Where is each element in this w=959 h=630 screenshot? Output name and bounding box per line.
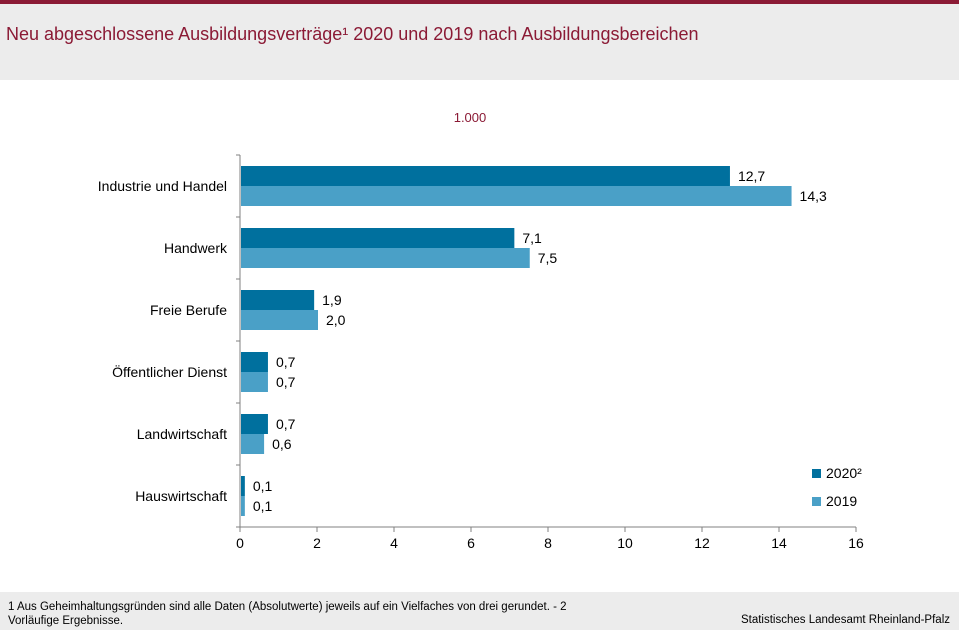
data-label: 0,7	[276, 354, 296, 370]
bar-2019	[241, 434, 265, 454]
source-note: Statistisches Landesamt Rheinland-Pfalz	[740, 614, 950, 626]
data-label: 1,9	[322, 292, 342, 308]
x-tick-label: 16	[848, 535, 864, 551]
data-label: 0,1	[253, 498, 273, 514]
legend-swatch	[812, 497, 821, 506]
bar-2020	[241, 228, 515, 248]
bar-2019	[241, 186, 792, 206]
data-label: 7,5	[538, 250, 558, 266]
x-tick-label: 6	[467, 535, 475, 551]
x-tick-label: 8	[544, 535, 552, 551]
top-rule	[0, 0, 959, 4]
footnote: 1 Aus Geheimhaltungsgründen sind alle Da…	[8, 601, 567, 627]
bar-2020	[241, 166, 730, 186]
chart-panel	[0, 80, 959, 592]
x-tick-label: 4	[390, 535, 398, 551]
category-label: Handwerk	[164, 240, 228, 256]
category-label: Industrie und Handel	[98, 178, 227, 194]
bar-2020	[241, 290, 315, 310]
x-tick-label: 14	[771, 535, 787, 551]
chart-title: Neu abgeschlossene Ausbildungsverträge¹ …	[6, 24, 699, 44]
category-label: Landwirtschaft	[137, 426, 227, 442]
data-label: 2,0	[326, 312, 346, 328]
x-tick-label: 10	[617, 535, 633, 551]
legend-label: 2020²	[826, 465, 862, 481]
x-tick-label: 12	[694, 535, 710, 551]
footer-band	[0, 592, 959, 630]
data-label: 7,1	[522, 230, 542, 246]
legend-label: 2019	[826, 493, 857, 509]
bar-2019	[241, 310, 318, 330]
category-label: Hauswirtschaft	[135, 488, 227, 504]
data-label: 0,7	[276, 416, 296, 432]
x-tick-label: 0	[236, 535, 244, 551]
bar-2019	[241, 496, 245, 516]
unit-label: 1.000	[453, 110, 487, 125]
category-label: Freie Berufe	[150, 302, 227, 318]
bar-2020	[241, 414, 268, 434]
bar-chart: 0 2 4 6 8 10 12 14 16 Industrie und Handel 12,7 14,…	[98, 154, 864, 551]
data-label: 12,7	[738, 168, 765, 184]
data-label: 0,1	[253, 478, 273, 494]
bar-2019	[241, 248, 530, 268]
bar-2020	[241, 352, 268, 372]
category-label: Öffentlicher Dienst	[112, 363, 227, 380]
header-band	[0, 4, 959, 74]
data-label: 14,3	[800, 188, 827, 204]
legend-swatch	[812, 469, 821, 478]
data-label: 0,6	[272, 436, 292, 452]
bar-2019	[241, 372, 268, 392]
x-tick-label: 2	[313, 535, 321, 551]
data-label: 0,7	[276, 374, 296, 390]
bar-2020	[241, 476, 245, 496]
